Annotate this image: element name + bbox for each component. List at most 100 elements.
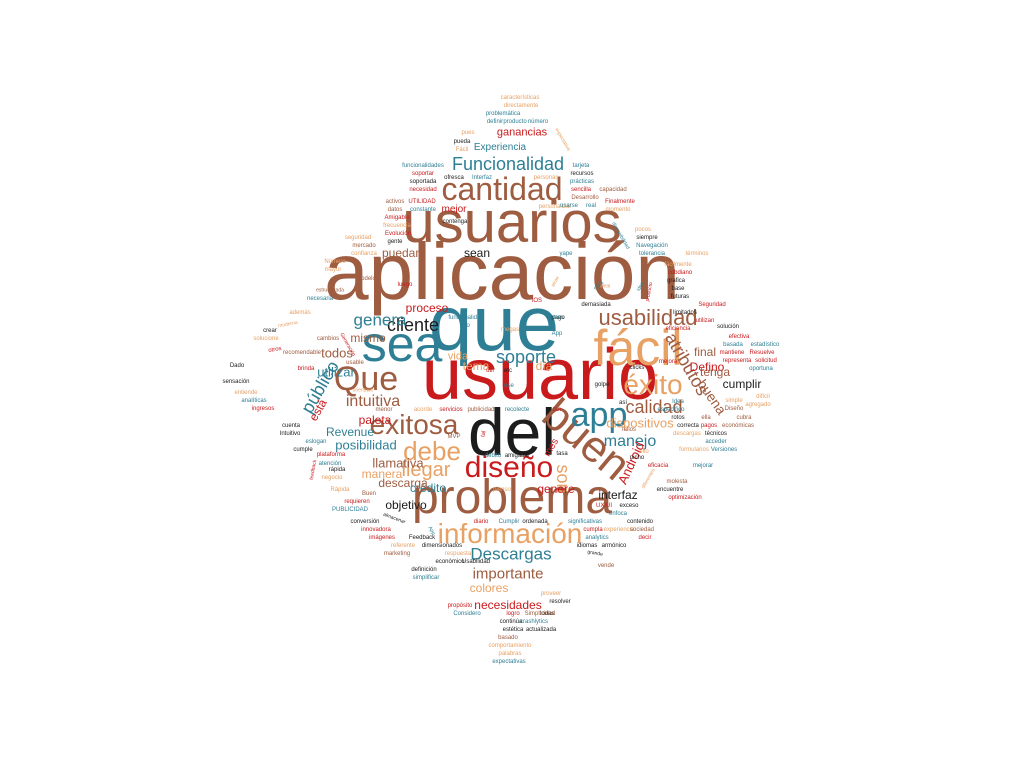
word-experiencia: proveer xyxy=(540,591,562,597)
word-revenue: Revenue xyxy=(325,425,375,439)
word-soportada: soportada xyxy=(409,179,437,185)
word-entiende: sensación xyxy=(222,379,250,385)
word-amigable: débito xyxy=(484,453,502,459)
word-App-cap: otras xyxy=(550,315,564,321)
word-seguridad-cap: Seguridad xyxy=(698,302,726,308)
word-mercado: mercado xyxy=(352,243,376,249)
word-usuario: usuario xyxy=(421,335,659,415)
word-credito: crédito xyxy=(409,481,447,495)
word-imagenes: innovadora xyxy=(361,527,391,533)
word-Interfaz-small: Interfaz xyxy=(471,175,493,181)
word-economico: dimensionados xyxy=(421,543,463,549)
word-Numero-cap: Número xyxy=(324,259,346,265)
word-versiones: formularios xyxy=(679,447,709,453)
word-definicion: respuesta xyxy=(444,551,472,557)
word-generacion: cambios xyxy=(316,336,340,342)
word-requieren: feedback xyxy=(308,459,319,481)
word-feedback-cap: definición xyxy=(411,567,437,573)
word-aplicacion: aplicación xyxy=(324,227,680,316)
word-del: del xyxy=(467,395,557,469)
word-tenga: tenga xyxy=(699,365,731,379)
word-usable: orientado xyxy=(352,387,374,394)
word-app-small: pago xyxy=(551,315,565,321)
word-cumplir: cumplir xyxy=(722,377,762,391)
word-modelo: brinda xyxy=(297,366,315,372)
word-tan: menor xyxy=(375,407,393,413)
word-grande: usarse xyxy=(559,203,579,209)
word-estadistico: estadístico xyxy=(750,342,780,348)
word-orientado: modelo xyxy=(356,276,376,282)
word-eficacia: nicho xyxy=(629,455,645,461)
word-evolucion: Evolución xyxy=(384,231,412,237)
word-cambios: recomendable xyxy=(282,350,322,356)
word-colores: colores xyxy=(469,581,509,595)
word-atencion: eslogan xyxy=(305,439,327,445)
word-sean: sean xyxy=(463,246,491,260)
word-frecuencia: frecuencia xyxy=(383,223,411,229)
word-luego: luego xyxy=(397,282,413,288)
word-optimizacion: enfoca xyxy=(608,511,628,517)
word-resuelve: Resuelve xyxy=(749,350,775,356)
word-moderna: crear xyxy=(263,328,277,334)
word-recomendable: otros xyxy=(267,345,283,355)
word-solicitud: solicitud xyxy=(755,358,777,364)
word-contenga: contenga xyxy=(442,219,468,225)
word-exito: éxito xyxy=(623,369,683,400)
word-Facil-small: Fácil xyxy=(455,147,469,153)
word-final: final xyxy=(693,345,717,359)
word-futuras: futuras xyxy=(670,294,690,300)
word-usarse: real xyxy=(585,203,597,209)
word-informacion: información xyxy=(437,518,583,549)
word-importante: importante xyxy=(472,565,544,583)
word-necesidades: necesidades xyxy=(474,598,542,612)
word-comportamiento: basado xyxy=(498,635,518,641)
word-armonico: contenido xyxy=(626,519,654,525)
word-tasa: amigable xyxy=(504,453,530,459)
word-rapida-cap: negocio xyxy=(321,475,343,481)
word-rapida: atención xyxy=(318,461,342,467)
word-mayor: mayor xyxy=(324,267,342,273)
word-intuitivo: cuenta xyxy=(281,423,301,429)
word-plataforma: Rápida xyxy=(330,487,350,493)
word-objetivo: objetivo xyxy=(385,498,427,512)
word-exitosa: exitosa xyxy=(369,409,459,440)
word-servicios: recolecte xyxy=(504,407,530,413)
word-directamente: directamente xyxy=(503,103,539,109)
word-publicidad-cap: almacenar xyxy=(382,511,407,526)
word-analytics: idiomas xyxy=(576,543,598,549)
word-ella: fallos xyxy=(621,427,637,433)
word-personas: personas xyxy=(533,175,559,181)
word-datos: datos xyxy=(387,207,403,213)
word-producto: producto xyxy=(503,119,527,125)
word-otros: solucione xyxy=(253,336,279,342)
word-representa: representa xyxy=(722,358,752,364)
word-logro: propósito xyxy=(447,603,473,609)
word-navegacion: Navegación xyxy=(636,243,668,249)
word-conversion: Feedback xyxy=(408,535,436,541)
word-base: base xyxy=(671,286,685,292)
word-actualizada: estética xyxy=(502,627,524,633)
word-puedan: puedan xyxy=(381,246,423,260)
word-debe: debe xyxy=(403,436,461,466)
word-funcionalidad: Funcionalidad xyxy=(451,154,565,174)
word-llegar: llegar xyxy=(401,459,451,481)
word-descargas: Descargas xyxy=(470,544,552,564)
word-sociedad: experiencia xyxy=(603,527,635,533)
word-mejor: mejor xyxy=(441,204,467,215)
word-brinda: además xyxy=(289,310,311,316)
word-momento: momento xyxy=(605,207,631,213)
word-necesidad: necesidad xyxy=(409,187,437,193)
word-ios: iOS xyxy=(531,298,543,304)
word-nicho: tasa xyxy=(556,451,568,457)
word-mvp: diario xyxy=(473,519,489,525)
word-vende: resolver xyxy=(549,599,571,605)
word-etc: App xyxy=(551,331,563,337)
word-diseno-cap: simple xyxy=(725,398,743,404)
word-mantiene: mantiene xyxy=(719,350,745,356)
word-debito: MVP xyxy=(447,434,461,440)
word-sea: sea xyxy=(361,316,443,372)
word-cumple: Intuitivo xyxy=(279,431,301,437)
word-cubra: Diseño xyxy=(724,406,744,412)
word-eso: funcionalidad xyxy=(448,315,484,321)
word-cumpla: decir xyxy=(638,535,652,541)
